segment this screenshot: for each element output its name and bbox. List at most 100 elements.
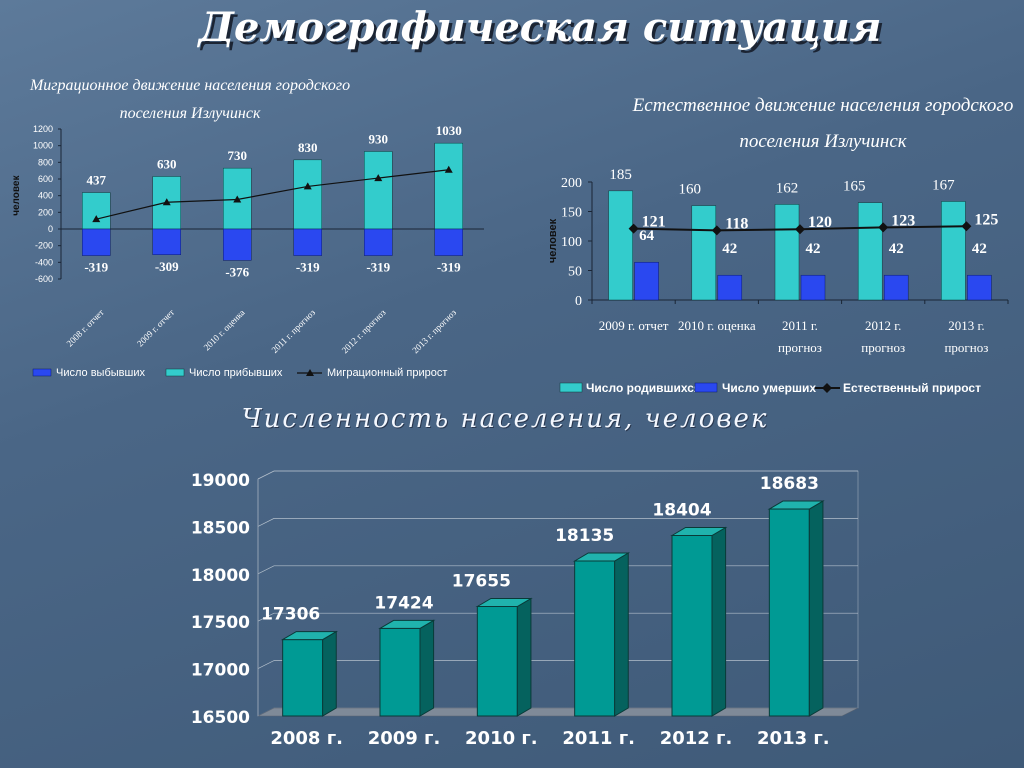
marker-migration-growth [162,198,171,206]
bar-departed [364,228,393,256]
x-tick-label: 2010 г. оценка [678,318,756,333]
plot-area-3d [257,470,859,717]
data-label-population: 18135 [555,526,614,546]
y-tick-label: 400 [38,191,53,201]
bar-births [608,190,633,301]
data-label-departed: -309 [155,259,179,274]
x-tick-label: 2011 г. [782,318,818,333]
bar-population-side [322,630,337,717]
legend-swatch-deaths [694,382,718,393]
bar-deaths [800,274,826,301]
y-tick-label: 16500 [191,708,250,728]
y-tick-label: -400 [35,257,53,267]
legend-label-deaths: Число умерших [722,381,816,395]
data-label-population: 18683 [760,474,819,494]
bar-population [282,639,324,717]
marker-natural-growth [795,224,805,235]
bar-departed [434,228,463,256]
data-label-deaths: 42 [722,241,737,257]
y-tick-label: 800 [38,157,53,167]
y-tick-label: -200 [35,241,53,251]
marker-natural-growth [628,223,639,234]
bar-population [574,560,616,717]
y-tick-label: 200 [38,207,53,217]
migration-chart-title: Миграционное движение населения городско… [29,77,351,122]
legend-label-growth: Миграционный прирост [327,367,447,379]
data-label-births: 162 [776,180,799,196]
y-tick-label: 1200 [33,124,53,134]
data-label-departed: -319 [366,260,390,275]
y-tick-label: 18000 [191,566,250,586]
bar-population-side [419,619,435,717]
bar-departed [293,228,322,256]
data-label-departed: -376 [225,264,249,279]
data-label-population: 18404 [652,501,711,521]
y-tick-label: 50 [568,265,582,280]
marker-natural-growth [961,221,972,232]
data-label-population: 17424 [374,593,433,613]
y-tick-label: 100 [561,235,582,250]
legend-marker-growth [306,369,314,376]
bar-arrived [364,151,393,230]
data-label-natural-growth: 121 [642,214,666,231]
bar-departed [82,228,111,256]
slide-title: Демографическая ситуация [198,4,882,51]
legend-label-departed: Число выбывших [56,367,145,379]
x-tick-label: 2013 г. [757,728,830,749]
x-tick-label: прогноз [861,340,905,355]
data-label-natural-growth: 125 [974,211,998,228]
plot-floor [257,707,859,717]
gridline [257,565,858,575]
bar-population [768,508,810,717]
x-tick-label: прогноз [778,340,822,355]
data-label-natural-growth: 120 [808,214,832,231]
bar-population-side [614,552,629,717]
data-label-natural-growth: 123 [891,212,915,229]
legend-marker-natural-growth [822,383,832,393]
bar-population [476,606,518,717]
bar-population-top [475,598,533,608]
x-tick-label: 2008 г. [270,728,343,749]
y-tick-label: 150 [561,206,582,221]
legend-label-natural-growth: Естественный прирост [843,381,981,395]
bar-arrived [293,159,322,230]
y-tick-label: 0 [48,224,53,234]
x-tick-label: прогноз [944,340,988,355]
natural-chart-title: Естественное движение населения городско… [632,95,1014,152]
bar-arrived [82,192,111,230]
data-label-arrived: 930 [369,132,389,147]
data-label-arrived: 630 [157,157,177,172]
legend-label-births: Число родившихся [586,381,701,395]
x-tick-label: 2009 г. [368,728,441,749]
y-tick-label: 19000 [191,471,250,491]
x-tick-label: 2009 г. отчет [599,318,669,333]
bar-population-side [808,500,824,717]
marker-migration-growth [444,165,453,173]
bar-deaths [883,274,909,301]
data-label-births: 167 [932,177,955,193]
bar-births [691,205,717,301]
legend-swatch-births [559,382,583,393]
y-tick-label: 600 [38,174,53,184]
bar-departed [152,228,181,255]
y-tick-label: -600 [35,274,53,284]
data-label-arrived: 830 [298,140,318,155]
y-axis-label: человек [547,218,559,263]
bar-departed [223,228,252,261]
bar-population-side [516,597,532,717]
marker-migration-growth [233,195,242,203]
data-label-population: 17655 [452,572,511,592]
bar-deaths [717,274,743,301]
marker-migration-growth [303,182,312,190]
data-label-deaths: 42 [972,241,987,257]
data-label-births: 185 [609,167,632,183]
x-tick-label: 2013 г. [948,318,984,333]
gridline [257,518,858,527]
y-tick-label: 0 [575,294,582,309]
bar-population-top [378,619,436,629]
data-label-deaths: 42 [806,241,821,257]
marker-natural-growth [878,222,889,233]
